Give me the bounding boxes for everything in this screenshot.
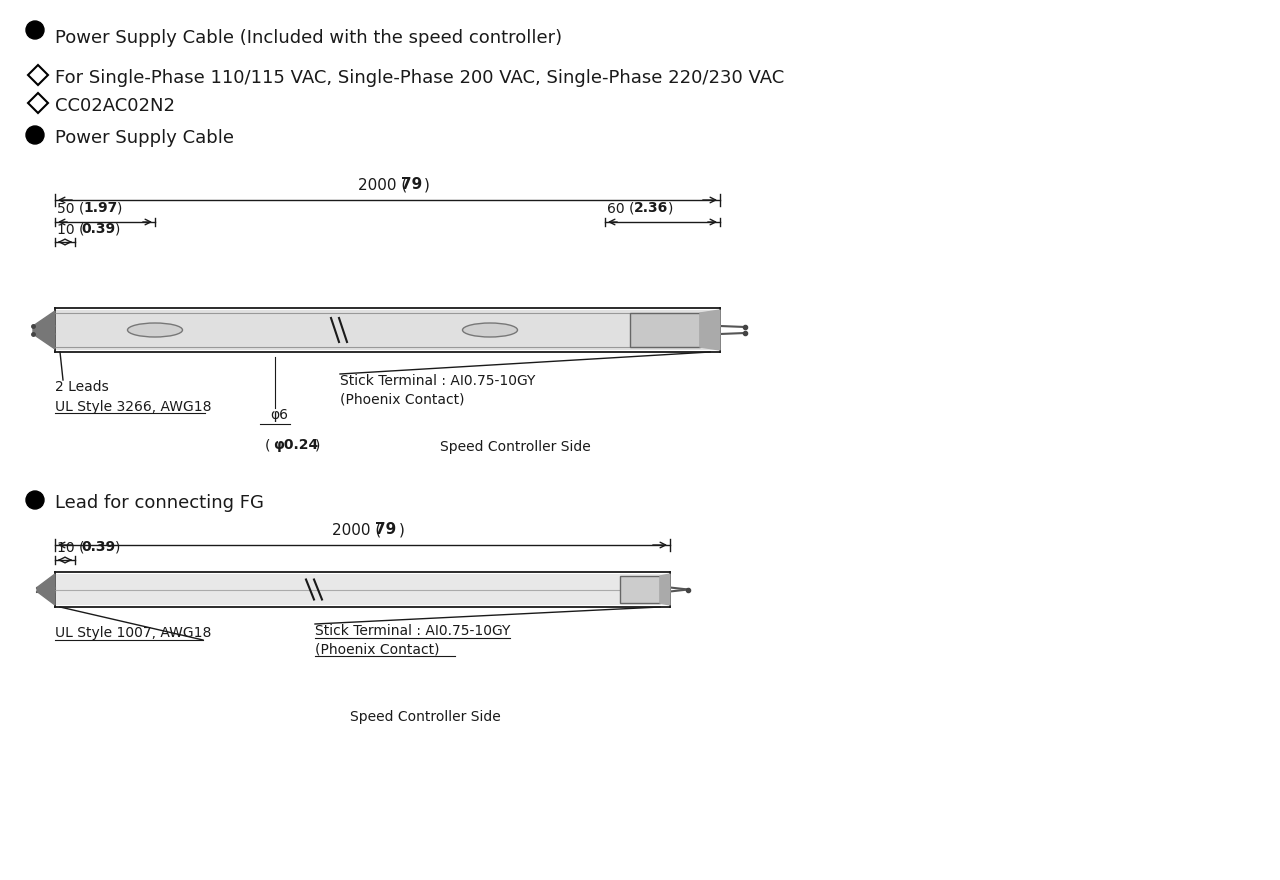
Ellipse shape (462, 323, 517, 337)
Text: 79: 79 (375, 522, 397, 537)
Text: ): ) (315, 438, 320, 452)
Text: Lead for connecting FG: Lead for connecting FG (55, 494, 264, 512)
Text: 10 (: 10 ( (58, 540, 84, 554)
Text: Stick Terminal : AI0.75-10GY: Stick Terminal : AI0.75-10GY (315, 624, 511, 638)
Ellipse shape (128, 323, 183, 337)
Bar (620, 576, 660, 603)
Text: φ0.24: φ0.24 (273, 438, 319, 452)
Text: 0.39: 0.39 (81, 540, 115, 554)
Text: ): ) (116, 201, 123, 215)
Text: ): ) (424, 177, 429, 192)
Text: (Phoenix Contact): (Phoenix Contact) (340, 392, 465, 406)
Text: 0.39: 0.39 (81, 222, 115, 236)
Text: Power Supply Cable (Included with the speed controller): Power Supply Cable (Included with the sp… (55, 29, 562, 47)
Text: 10 (: 10 ( (58, 222, 84, 236)
Text: Speed Controller Side: Speed Controller Side (440, 440, 591, 454)
Bar (55, 574, 669, 605)
Circle shape (26, 126, 44, 144)
Text: ): ) (115, 222, 120, 236)
Bar (630, 313, 700, 347)
Text: CC02AC02N2: CC02AC02N2 (55, 97, 175, 115)
Text: ): ) (668, 201, 673, 215)
Text: 79: 79 (401, 177, 421, 192)
Text: 50 (: 50 ( (58, 201, 84, 215)
Circle shape (26, 491, 44, 509)
Text: 2000 (: 2000 ( (333, 522, 381, 537)
Text: 2 Leads: 2 Leads (55, 380, 109, 394)
Text: ): ) (115, 540, 120, 554)
Polygon shape (700, 310, 719, 350)
Polygon shape (33, 311, 55, 349)
Polygon shape (37, 574, 55, 605)
Text: Power Supply Cable: Power Supply Cable (55, 129, 234, 147)
Text: Speed Controller Side: Speed Controller Side (349, 710, 500, 724)
Text: (Phoenix Contact): (Phoenix Contact) (315, 642, 439, 656)
Text: 2000 (: 2000 ( (357, 177, 407, 192)
Text: ): ) (398, 522, 404, 537)
Text: 60 (: 60 ( (607, 201, 635, 215)
Text: UL Style 3266, AWG18: UL Style 3266, AWG18 (55, 400, 211, 414)
Bar (55, 310, 719, 350)
Text: For Single-Phase 110/115 VAC, Single-Phase 200 VAC, Single-Phase 220/230 VAC: For Single-Phase 110/115 VAC, Single-Pha… (55, 69, 785, 87)
Text: UL Style 1007, AWG18: UL Style 1007, AWG18 (55, 626, 211, 640)
Text: φ6: φ6 (270, 408, 288, 422)
Text: (: ( (265, 438, 270, 452)
Text: 1.97: 1.97 (83, 201, 118, 215)
Text: Stick Terminal : AI0.75-10GY: Stick Terminal : AI0.75-10GY (340, 374, 535, 388)
Circle shape (26, 21, 44, 39)
Polygon shape (660, 574, 669, 605)
Text: 2.36: 2.36 (634, 201, 668, 215)
